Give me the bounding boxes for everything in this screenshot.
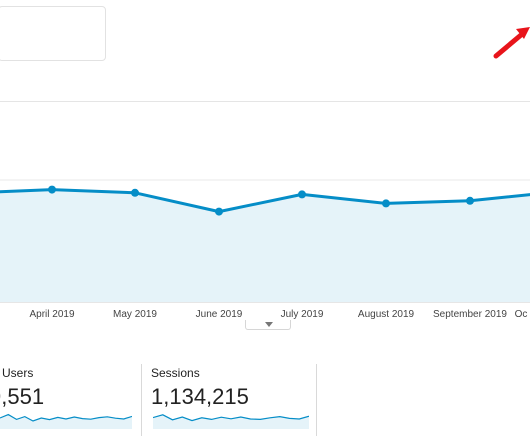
x-tick-label: July 2019 xyxy=(281,309,324,320)
users-sparkline xyxy=(0,413,132,429)
sparkline-area xyxy=(0,414,132,429)
metric-value-sessions: 1,134,215 xyxy=(151,384,249,409)
metric-label-sessions: Sessions xyxy=(151,366,200,380)
x-tick-label: Oc xyxy=(515,309,528,320)
sparkline-line xyxy=(0,413,132,422)
sessions-scorecard[interactable]: Sessions 1,134,215 xyxy=(141,364,317,436)
x-tick-label: April 2019 xyxy=(29,309,74,320)
data-point[interactable] xyxy=(131,188,139,197)
data-point[interactable] xyxy=(215,207,223,216)
series-area xyxy=(0,189,530,302)
chart-collapse-toggle[interactable] xyxy=(245,320,291,330)
metric-value-users: 9,551 xyxy=(0,384,45,409)
data-point[interactable] xyxy=(466,196,474,205)
metric-label-users: Users xyxy=(2,366,34,380)
data-point[interactable] xyxy=(298,190,306,199)
red-arrow-icon xyxy=(493,27,530,59)
data-point[interactable] xyxy=(48,185,56,194)
x-tick-label: September 2019 xyxy=(433,309,507,320)
x-tick-label: June 2019 xyxy=(196,309,243,320)
sessions-sparkline xyxy=(153,414,309,429)
x-tick-label: May 2019 xyxy=(113,309,157,320)
series-line xyxy=(0,188,530,214)
sparkline-line xyxy=(153,414,309,422)
users-scorecard[interactable]: Users 9,551 xyxy=(0,364,140,436)
x-tick-label: August 2019 xyxy=(358,309,415,320)
line-chart: April 2019 May 2019 June 2019 July 2019 Augu… xyxy=(0,179,530,320)
data-point[interactable] xyxy=(382,199,390,208)
caret-down-icon xyxy=(265,322,273,327)
date-range-box[interactable] xyxy=(0,6,106,61)
chart-top-border xyxy=(0,101,530,102)
sparkline-area xyxy=(153,414,309,429)
